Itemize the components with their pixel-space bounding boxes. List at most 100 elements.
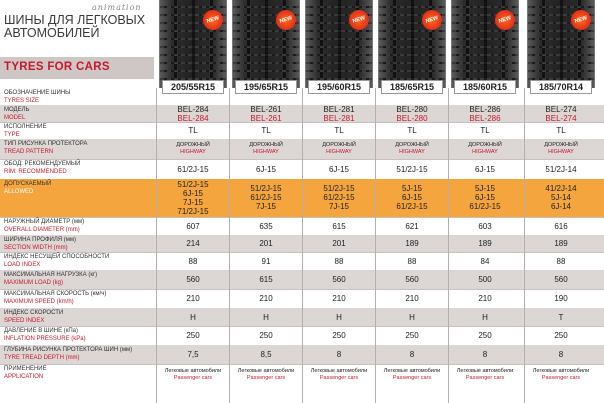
spec-cell: Легковые автомобили Passenger cars [378,364,446,382]
tread-block [160,78,226,80]
tread-groove [174,0,177,88]
row-label: ГЛУБИНА РИСУНКА ПРОТЕКТОРА ШИН (мм) TYRE … [4,347,154,362]
tread-block [306,54,372,56]
tread-groove [320,0,323,88]
spec-cell: 621 [405,221,419,231]
spec-cell: TL [334,126,344,135]
row-label-ru: ПРИМЕНЕНИЕ [4,366,47,372]
spec-row-load-index: ИНДЕКС НЕСУЩЕЙ СПОСОБНОСТИ LOAD INDEX 88 91… [0,252,604,270]
tread-block [233,62,299,64]
tread-block [379,54,445,56]
rim-allowed-value: 6J-14 [550,202,571,211]
rim-allowed-value: 51/2J-15 [250,184,282,193]
new-badge: NEW [419,7,445,33]
row-label: ДОПУСКАЕМЫЙ ALLOWED [4,181,154,196]
row-label-ru: НАРУЖНЫЙ ДИАМЕТР (мм) [4,219,85,225]
row-label-ru: ГЛУБИНА РИСУНКА ПРОТЕКТОРА ШИН (мм) [4,347,133,353]
row-label-en: TYRE TREAD DEPTH (mm) [4,354,80,361]
tread-type-ru: ДОРОЖНЫЙ [249,142,283,148]
tyre-size-label: 195/60R15 [308,80,370,94]
model-code: BEL-281 [323,105,355,114]
tyre-size-label: 185/65R15 [381,80,443,94]
rim-allowed-value: 51/2J-15 [177,180,209,189]
row-label: ОБОЗНАЧЕНИЕ ШИНЫ TYRES SIZE [4,90,154,105]
spec-cell: ДОРОЖНЫЙ HIGHWAY [378,139,446,156]
spec-cell: Легковые автомобили Passenger cars [232,364,300,382]
application-en: Passenger cars [392,375,432,381]
rim-allowed-value: 5J-15 [401,184,422,193]
spec-cell: BEL-274 BEL-274 [527,105,595,123]
spec-row-rim-rec: ОБОД: РЕКОМЕНДУЕМЫЙ RIM: RECOMMENDED 61/2J… [0,159,604,179]
tread-block [452,22,518,24]
tread-groove [542,0,545,88]
tyre-image: NEW [159,0,227,88]
tread-block [528,38,594,40]
tread-block [379,22,445,24]
model-code-en: BEL-280 [396,114,428,123]
spec-row-application: ПРИМЕНЕНИЕ APPLICATION Легковые автомобили… [0,364,604,403]
tread-groove [393,0,396,88]
tread-groove [338,0,341,88]
spec-cell: 250 [186,331,200,340]
spec-cell: 615 [332,221,346,231]
rim-allowed-value: 41/2J-14 [545,184,577,193]
tread-block [528,14,594,16]
tread-type-en: HIGHWAY [399,149,425,155]
row-label-ru: МАКСИМАЛЬНАЯ НАГРУЗКА (кг) [4,272,98,278]
spec-cell: BEL-280 BEL-280 [378,105,446,123]
column-divider [156,88,157,403]
tread-groove [484,0,487,88]
spec-cell: 500 [478,275,492,284]
tread-block [452,30,518,32]
rim-allowed-value: 61/2J-15 [396,202,428,211]
model-code-en: BEL-284 [177,114,209,123]
tread-block [160,22,226,24]
tread-block [528,54,594,56]
model-code-en: BEL-274 [545,114,577,123]
tread-type-en: HIGHWAY [253,149,279,155]
model-code: BEL-261 [250,105,282,114]
tread-groove [192,0,195,88]
rim-allowed-value: 6J-15 [401,193,422,202]
spec-cell: 51/2J-15 61/2J-15 7J-15 [232,179,300,211]
tread-block [528,46,594,48]
spec-row-size-label: ОБОЗНАЧЕНИЕ ШИНЫ TYRES SIZE [0,88,604,105]
spec-cell: 560 [554,275,568,284]
tread-block [379,14,445,16]
new-badge: NEW [492,7,518,33]
spec-cell: ДОРОЖНЫЙ HIGHWAY [232,139,300,156]
spec-cell: TL [407,126,417,135]
row-label: НАРУЖНЫЙ ДИАМЕТР (мм) OVERALL DIAMETER (m… [4,219,154,234]
row-label: ДАВЛЕНИЕ В ШИНЕ (кПа) INFLATION PRESSURE … [4,328,154,343]
row-label-en: INFLATION PRESSURE (kPa) [4,335,86,342]
spec-cell: 189 [405,239,419,248]
spec-cell: 210 [405,294,419,303]
tread-block [160,38,226,40]
spec-cell: 6J-15 [255,164,276,174]
spec-cell: 5J-15 6J-15 61/2J-15 [451,179,519,211]
row-label-en: TYRES SIZE [4,97,40,104]
tread-block [160,70,226,72]
row-label-en: APPLICATION [4,373,44,380]
tread-block [528,70,594,72]
spec-cell: Легковые автомобили Passenger cars [451,364,519,382]
row-label-en: SPEED INDEX [4,317,45,324]
row-label-en: TYPE [4,131,20,138]
spec-row-type: ИСПОЛНЕНИЕ TYPE TL TL TL TL TL TL [0,122,604,139]
tread-block [306,22,372,24]
tread-block [379,30,445,32]
spec-cell: 5J-15 6J-15 61/2J-15 [378,179,446,211]
spec-cell: H [263,312,269,322]
tread-type-ru: ДОРОЖНЫЙ [544,142,578,148]
spec-cell: 250 [332,331,346,340]
rim-allowed-value: 7J-15 [182,198,203,207]
tyre-image: NEW [451,0,519,88]
tread-block [160,30,226,32]
row-label-en: OVERALL DIAMETER (mm) [4,226,80,233]
spec-cell: 635 [259,221,273,231]
spec-cell: 88 [556,256,566,266]
tread-block [306,14,372,16]
spec-cell: 189 [478,239,492,248]
model-code: BEL-280 [396,105,428,114]
tread-block [233,6,299,8]
